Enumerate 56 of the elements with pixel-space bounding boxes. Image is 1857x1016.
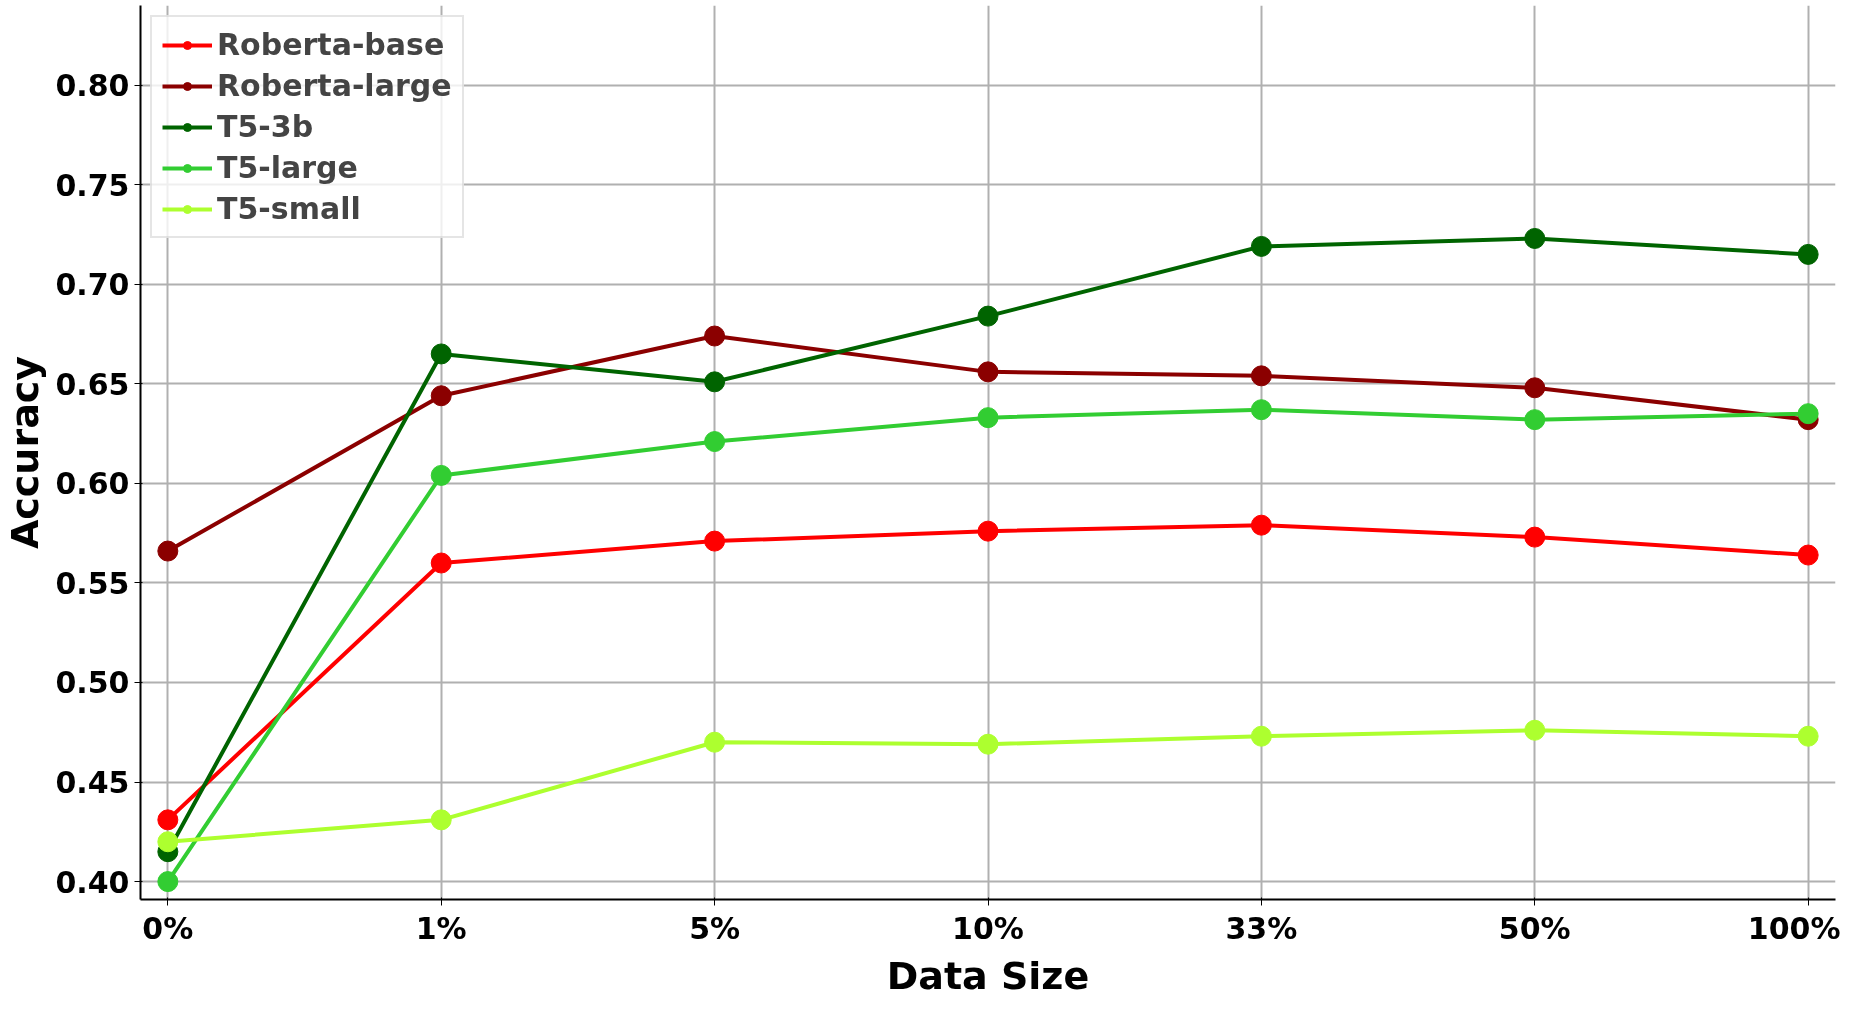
y-tick-label: 0.80 bbox=[55, 68, 130, 104]
point bbox=[704, 731, 726, 753]
x-tick-label: 50% bbox=[1498, 910, 1571, 946]
point bbox=[704, 371, 726, 393]
point bbox=[704, 325, 726, 347]
x-axis-title: Data Size bbox=[886, 953, 1090, 998]
y-tick-label: 0.60 bbox=[55, 466, 130, 502]
legend-label: T5-large bbox=[217, 150, 358, 185]
point bbox=[430, 464, 452, 486]
y-tick-label: 0.40 bbox=[55, 864, 130, 900]
point bbox=[1250, 399, 1272, 421]
point bbox=[1524, 409, 1546, 431]
y-tick-label: 0.50 bbox=[55, 665, 130, 701]
point bbox=[1797, 403, 1819, 425]
x-tick-label: 1% bbox=[415, 910, 467, 946]
point bbox=[977, 361, 999, 383]
point bbox=[430, 552, 452, 574]
y-tick-label: 0.55 bbox=[55, 565, 130, 601]
point bbox=[1524, 227, 1546, 249]
point bbox=[1797, 243, 1819, 265]
point bbox=[977, 520, 999, 542]
y-axis-title: Accuracy bbox=[3, 355, 48, 550]
point bbox=[157, 831, 179, 853]
point bbox=[430, 343, 452, 365]
point bbox=[977, 733, 999, 755]
legend-label: Roberta-base bbox=[217, 27, 445, 62]
point bbox=[157, 540, 179, 562]
point bbox=[977, 305, 999, 327]
point bbox=[1524, 377, 1546, 399]
point bbox=[157, 809, 179, 831]
point bbox=[430, 809, 452, 831]
x-tick-label: 100% bbox=[1747, 910, 1841, 946]
x-tick-label: 10% bbox=[952, 910, 1024, 946]
point bbox=[977, 407, 999, 429]
point bbox=[1250, 365, 1272, 387]
point bbox=[1797, 725, 1819, 747]
point bbox=[1250, 514, 1272, 536]
legend-label: T5-small bbox=[217, 191, 361, 226]
legend-label: Roberta-large bbox=[217, 68, 452, 103]
y-tick-label: 0.45 bbox=[55, 765, 130, 801]
point bbox=[1250, 725, 1272, 747]
x-tick-label: 33% bbox=[1225, 910, 1298, 946]
y-tick-label: 0.75 bbox=[55, 167, 130, 203]
y-tick-label: 0.70 bbox=[55, 267, 130, 303]
x-tick-label: 5% bbox=[689, 910, 741, 946]
point bbox=[157, 871, 179, 893]
y-tick-label: 0.65 bbox=[55, 366, 130, 402]
point bbox=[430, 385, 452, 407]
point bbox=[1524, 719, 1546, 741]
point bbox=[1524, 526, 1546, 548]
legend-label: T5-3b bbox=[217, 109, 314, 144]
point bbox=[704, 530, 726, 552]
point bbox=[1250, 235, 1272, 257]
x-tick-label: 0% bbox=[142, 910, 194, 946]
point bbox=[704, 431, 726, 453]
point bbox=[1797, 544, 1819, 566]
